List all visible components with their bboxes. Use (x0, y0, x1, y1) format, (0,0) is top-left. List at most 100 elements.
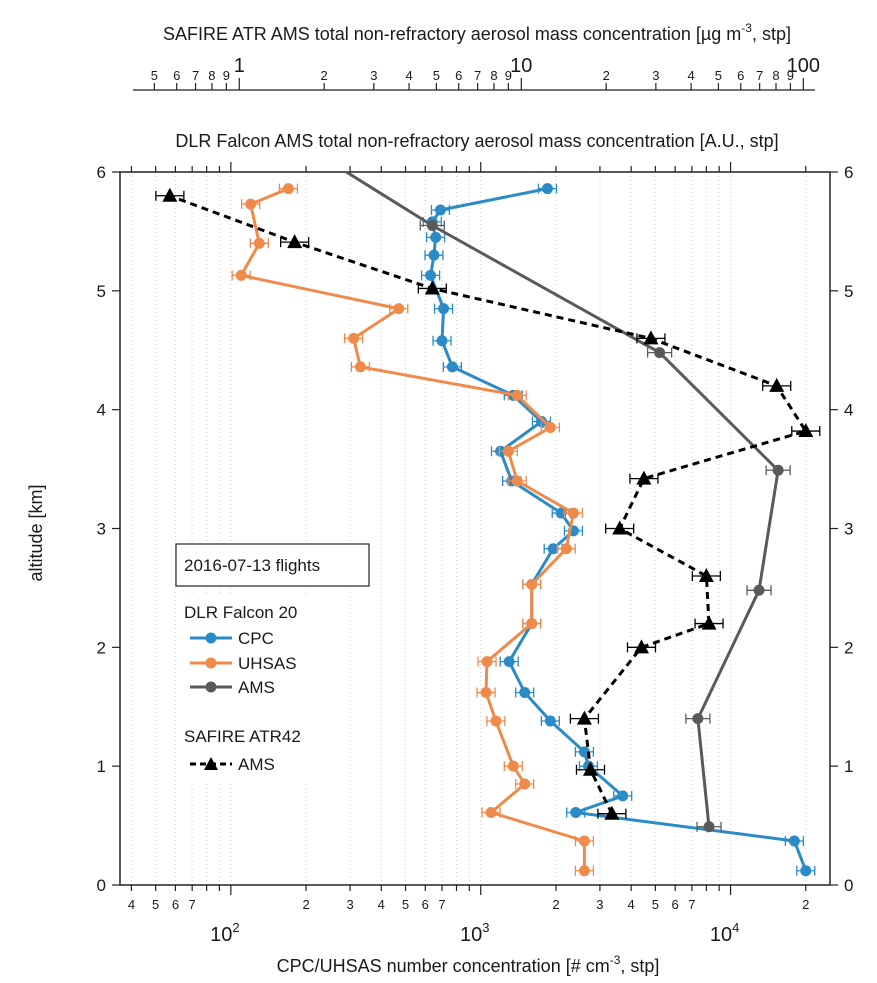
data-point (426, 219, 438, 231)
series-line-3 (169, 194, 808, 815)
top-major-tick-label: 10 (510, 55, 532, 77)
x-minor-tick-label: 6 (672, 897, 679, 912)
x-minor-tick-label: 6 (422, 897, 429, 912)
top-minor-tick-label: 4 (405, 68, 412, 83)
data-point (235, 269, 247, 281)
legend-falcon-ams-label: AMS (238, 678, 275, 697)
data-point-triangle (612, 520, 628, 535)
data-point-triangle (798, 423, 814, 438)
data-point-triangle (604, 805, 620, 820)
y-tick-label-right: 3 (844, 520, 853, 539)
top-axis-title: SAFIRE ATR AMS total non-refractory aero… (163, 21, 791, 44)
x-minor-tick-label: 2 (552, 897, 559, 912)
top-minor-tick-label: 5 (151, 68, 158, 83)
x-minor-tick-label: 7 (189, 897, 196, 912)
series-line-2 (345, 170, 780, 827)
data-point (578, 835, 590, 847)
top-major-tick-label: 1 (234, 55, 245, 77)
data-point (502, 445, 514, 457)
data-point (348, 332, 360, 344)
top-minor-tick-label: 7 (474, 68, 481, 83)
x-minor-tick-label: 4 (378, 897, 385, 912)
y-tick-label-left: 5 (97, 282, 106, 301)
x-minor-tick-label: 7 (688, 897, 695, 912)
data-point-triangle (636, 470, 652, 485)
data-point (511, 389, 523, 401)
top-minor-tick-label: 2 (321, 68, 328, 83)
data-point (560, 543, 572, 555)
x-major-tick-label: 103 (460, 920, 489, 946)
data-point (800, 865, 812, 877)
x-minor-tick-label: 4 (128, 897, 135, 912)
data-point (446, 361, 458, 373)
data-point-triangle (287, 234, 303, 249)
data-point (547, 543, 559, 555)
data-point (519, 778, 531, 790)
y-tick-label-right: 1 (844, 757, 853, 776)
data-point-triangle (698, 568, 714, 583)
x-major-tick-label: 102 (210, 920, 239, 946)
legend-cpc-marker (205, 632, 217, 644)
data-point (428, 249, 440, 261)
top-major-tick-label: 100 (787, 55, 820, 77)
top-minor-tick-label: 3 (370, 68, 377, 83)
x-axis-title: CPC/UHSAS number concentration [# cm-3, … (277, 953, 660, 976)
top-minor-tick-label: 8 (772, 68, 779, 83)
x-minor-tick-label: 3 (346, 897, 353, 912)
data-point (541, 183, 553, 195)
data-point (692, 713, 704, 725)
x-minor-tick-label: 2 (802, 897, 809, 912)
top-minor-tick-label: 2 (603, 68, 610, 83)
data-point (617, 790, 629, 802)
top-minor-tick-label: 4 (687, 68, 694, 83)
top-axis-title-tail: , stp] (752, 24, 791, 44)
legend-falcon-ams-marker (205, 681, 217, 693)
data-point (570, 807, 582, 819)
y-axis-title: altitude [km] (26, 484, 46, 581)
top-minor-tick-label: 6 (737, 68, 744, 83)
top-minor-tick-label: 6 (455, 68, 462, 83)
y-tick-label-left: 6 (97, 163, 106, 182)
data-point-triangle (162, 187, 178, 202)
x-minor-tick-label: 5 (402, 897, 409, 912)
data-point (511, 475, 523, 487)
legend-bg (178, 594, 318, 784)
y-tick-label-right: 5 (844, 282, 853, 301)
x-axis-title-sup: -3 (610, 953, 621, 967)
data-point (490, 715, 502, 727)
top-minor-tick-label: 7 (756, 68, 763, 83)
data-point-triangle (633, 639, 649, 654)
mid-axis-title: DLR Falcon AMS total non-refractory aero… (175, 131, 778, 151)
x-major-tick-label: 104 (710, 920, 739, 946)
x-axis-title-main: CPC/UHSAS number concentration [# cm (277, 956, 610, 976)
legend-uhsas-label: UHSAS (238, 654, 297, 673)
top-minor-tick-label: 8 (208, 68, 215, 83)
top-minor-tick-label: 9 (787, 68, 794, 83)
y-tick-label-right: 0 (844, 876, 853, 895)
legend-group-safire: SAFIRE ATR42 (184, 727, 301, 746)
top-minor-tick-label: 8 (490, 68, 497, 83)
data-point (535, 416, 547, 428)
top-axis-title-sup: -3 (741, 21, 752, 35)
data-point (788, 835, 800, 847)
legend-safire-ams-marker (204, 757, 218, 770)
x-minor-tick-label: 7 (438, 897, 445, 912)
legend-box (175, 543, 370, 587)
top-minor-tick-label: 3 (652, 68, 659, 83)
y-tick-label-right: 2 (844, 638, 853, 657)
x-minor-tick-label: 5 (652, 897, 659, 912)
series-layer (155, 170, 821, 877)
y-tick-label-left: 4 (97, 401, 106, 420)
data-point (245, 198, 257, 210)
data-point-triangle (701, 615, 717, 630)
data-point (503, 656, 515, 668)
data-point (772, 464, 784, 476)
data-point (282, 183, 294, 195)
data-point (654, 347, 666, 359)
data-point (507, 760, 519, 772)
y-tick-label-left: 1 (97, 757, 106, 776)
legend-group-falcon: DLR Falcon 20 (184, 603, 297, 622)
data-point-triangle (643, 330, 659, 345)
legend-uhsas-marker (205, 657, 217, 669)
